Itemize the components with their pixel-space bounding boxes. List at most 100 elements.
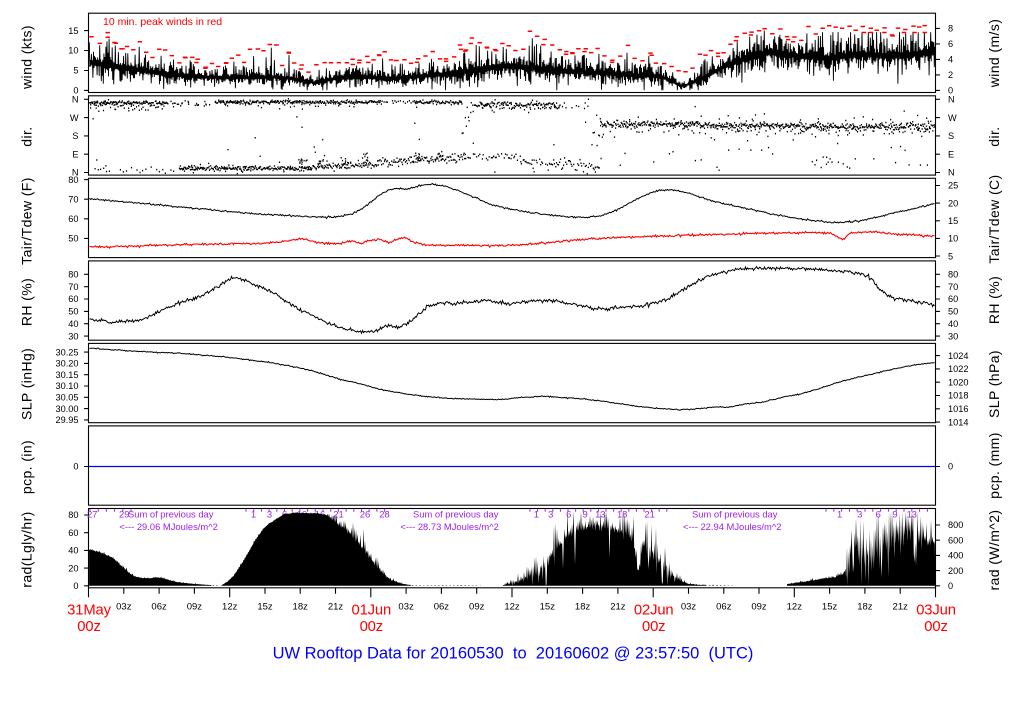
svg-text:00z: 00z [642,619,665,635]
svg-text:6: 6 [566,508,571,519]
svg-text:27: 27 [87,508,97,519]
svg-text:10 min. peak winds in red: 10 min. peak winds in red [103,16,222,28]
svg-text:30.05: 30.05 [56,393,79,403]
svg-text:SLP (inHg): SLP (inHg) [19,348,35,420]
svg-text:50: 50 [68,234,78,244]
svg-text:50: 50 [68,307,78,317]
svg-text:200: 200 [948,566,963,576]
svg-text:13: 13 [595,508,605,519]
svg-text:40: 40 [68,546,78,556]
svg-text:25: 25 [948,181,958,191]
svg-text:Sum of previous day: Sum of previous day [692,508,778,519]
svg-text:03z: 03z [116,602,132,613]
svg-text:W: W [70,113,79,123]
svg-text:03Jun: 03Jun [916,603,956,619]
svg-text:20: 20 [948,198,958,208]
svg-text:60: 60 [68,214,78,224]
svg-text:31May: 31May [67,603,111,619]
svg-text:15: 15 [948,216,958,226]
svg-text:30.10: 30.10 [56,381,79,391]
svg-text:Tair/Tdew (C): Tair/Tdew (C) [986,174,1002,263]
svg-text:2: 2 [948,70,953,80]
svg-text:18z: 18z [575,602,591,613]
svg-text:800: 800 [948,520,963,530]
svg-text:0: 0 [73,86,78,96]
svg-text:rad(Lgly/hr): rad(Lgly/hr) [19,511,35,587]
svg-text:N: N [72,95,79,105]
svg-text:N: N [948,95,955,105]
svg-text:00z: 00z [924,619,947,635]
svg-text:21: 21 [644,508,654,519]
svg-text:9: 9 [582,508,587,519]
svg-text:13: 13 [907,508,917,519]
svg-text:09z: 09z [751,602,767,613]
svg-text:<--- 28.73 MJoules/m^2: <--- 28.73 MJoules/m^2 [400,521,498,532]
svg-text:1022: 1022 [948,364,968,374]
svg-text:6: 6 [948,39,953,49]
svg-text:Sum of previous day: Sum of previous day [413,508,499,519]
svg-text:21z: 21z [893,602,909,613]
svg-text:60: 60 [68,528,78,538]
svg-text:8: 8 [948,24,953,34]
svg-text:RH (%): RH (%) [19,278,35,326]
svg-text:12z: 12z [222,602,238,613]
svg-text:N: N [72,168,79,178]
svg-text:5: 5 [948,251,953,261]
svg-text:30: 30 [948,331,958,341]
svg-text:18z: 18z [857,602,873,613]
svg-text:E: E [948,149,954,159]
svg-text:03z: 03z [398,602,414,613]
svg-text:29: 29 [119,508,129,519]
svg-text:30: 30 [68,331,78,341]
svg-text:20: 20 [68,563,78,573]
svg-text:400: 400 [948,551,963,561]
svg-text:6: 6 [876,508,881,519]
svg-text:dir.: dir. [19,126,35,146]
svg-text:80: 80 [68,175,78,185]
svg-text:12z: 12z [504,602,520,613]
svg-text:40: 40 [948,319,958,329]
svg-text:70: 70 [948,282,958,292]
svg-text:1: 1 [534,508,539,519]
svg-text:1: 1 [251,508,256,519]
svg-text:06z: 06z [151,602,167,613]
svg-text:3: 3 [267,508,272,519]
svg-text:0: 0 [948,462,953,472]
svg-text:Tair/Tdew (F): Tair/Tdew (F) [19,177,35,265]
svg-text:15z: 15z [822,602,838,613]
svg-text:30.15: 30.15 [56,370,79,380]
svg-text:<--- 22.94 MJoules/m^2: <--- 22.94 MJoules/m^2 [683,521,781,532]
svg-text:70: 70 [68,282,78,292]
svg-text:1016: 1016 [948,404,968,414]
svg-text:1: 1 [837,508,842,519]
svg-text:50: 50 [948,307,958,317]
svg-text:3: 3 [857,508,862,519]
svg-text:09z: 09z [469,602,485,613]
svg-text:15: 15 [68,26,78,36]
svg-text:1014: 1014 [948,417,968,427]
svg-text:pcp. (mm): pcp. (mm) [986,432,1002,499]
svg-text:21: 21 [333,508,343,519]
svg-text:09z: 09z [187,602,203,613]
svg-text:0: 0 [948,86,953,96]
svg-text:03z: 03z [681,602,697,613]
svg-text:29.95: 29.95 [56,415,79,425]
svg-text:80: 80 [68,510,78,520]
svg-text:15z: 15z [540,602,556,613]
svg-text:S: S [948,131,954,141]
svg-text:60: 60 [68,294,78,304]
svg-text:10: 10 [68,46,78,56]
svg-text:12z: 12z [787,602,803,613]
svg-text:01Jun: 01Jun [352,603,392,619]
svg-text:00z: 00z [360,619,383,635]
svg-text:10: 10 [948,234,958,244]
svg-text:0: 0 [73,462,78,472]
svg-text:26: 26 [360,508,370,519]
svg-text:70: 70 [68,194,78,204]
svg-text:RH (%): RH (%) [986,276,1002,324]
svg-text:pcp. (in): pcp. (in) [19,440,35,494]
svg-text:0: 0 [948,581,953,591]
svg-text:4: 4 [948,55,953,65]
svg-text:30.00: 30.00 [56,404,79,414]
svg-text:21z: 21z [610,602,626,613]
